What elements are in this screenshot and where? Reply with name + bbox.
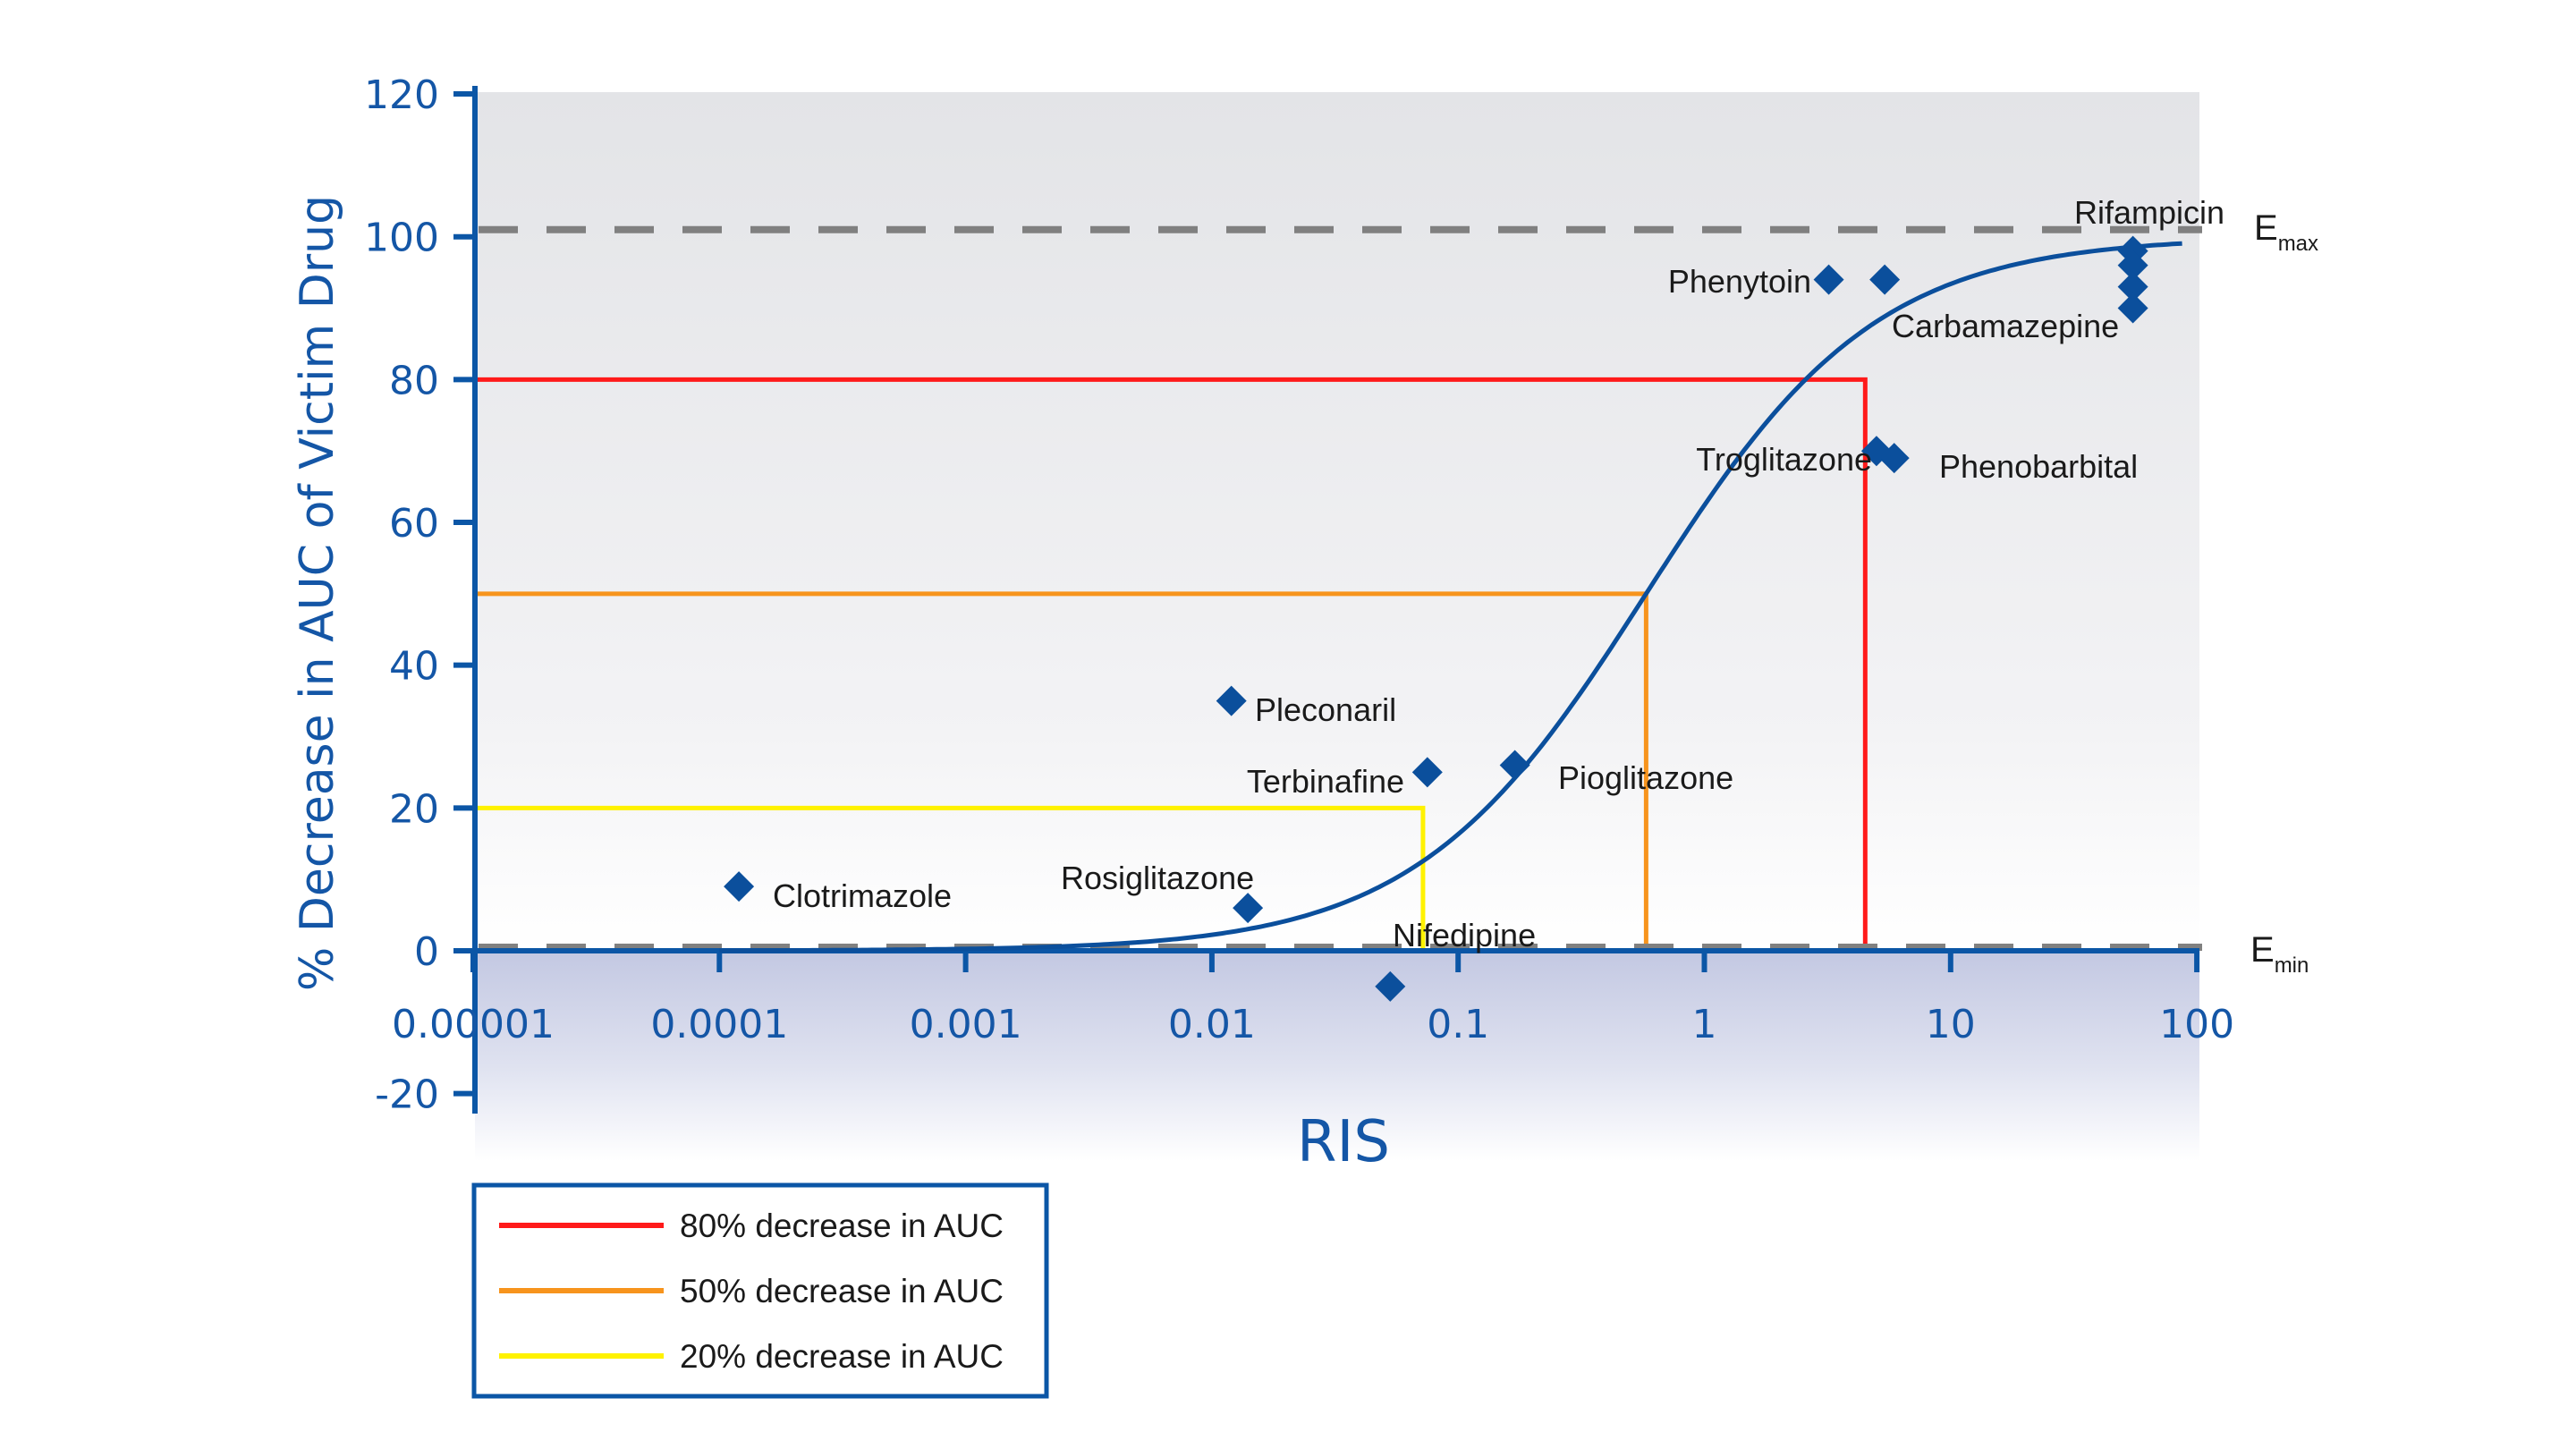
diamond-marker-pioglitazone <box>1499 750 1530 781</box>
y-tick-label: 40 <box>389 644 439 690</box>
drug-label-pioglitazone: Pioglitazone <box>1558 759 1733 796</box>
drug-label-carbamazepine: Carbamazepine <box>1892 308 2119 344</box>
y-tick-label: 0 <box>414 929 439 975</box>
ref-line-20 <box>475 805 1426 951</box>
x-tick-label: 0.001 <box>910 1002 1022 1047</box>
emin-label: Emin <box>2250 930 2309 978</box>
legend-label: 80% decrease in AUC <box>680 1208 1004 1244</box>
emax-main: E <box>2254 208 2278 248</box>
diamond-marker-nifedipine <box>1375 970 1406 1002</box>
x-tick-label: 100 <box>2159 1002 2234 1047</box>
drug-label-clotrimazole: Clotrimazole <box>773 877 952 914</box>
emax-label: Emax <box>2254 208 2318 256</box>
emax-curve <box>719 241 2182 953</box>
legend: 80% decrease in AUC 50% decrease in AUC 20… <box>471 1182 1049 1399</box>
diamond-marker-pleconaril <box>1216 685 1247 716</box>
x-axis-title: RIS <box>1297 1109 1390 1175</box>
drug-label-rosiglitazone: Rosiglitazone <box>1061 860 1254 896</box>
y-tick-label: 100 <box>364 216 439 261</box>
emax-fit-curve <box>719 241 2182 953</box>
diamond-marker-rifampicin <box>2117 271 2148 302</box>
diamond-marker-phenobarbital <box>1878 443 1910 474</box>
drug-markers <box>724 235 2148 1002</box>
diamond-marker-carbamazepine <box>1869 264 1901 295</box>
legend-label: 20% decrease in AUC <box>680 1338 1004 1375</box>
plot-background-upper <box>475 92 2199 951</box>
x-tick-label: 10 <box>1926 1002 1976 1047</box>
y-tick-label: 80 <box>389 358 439 403</box>
diamond-marker-terbinafine <box>1411 757 1443 788</box>
y-axis-title: % Decrease in AUC of Victim Drug <box>291 195 344 991</box>
y-tick-label: -20 <box>375 1072 439 1118</box>
diamond-marker-rosiglitazone <box>1233 893 1264 924</box>
y-tick-label: 20 <box>389 786 439 832</box>
drug-label-rifampicin: Rifampicin <box>2074 194 2224 231</box>
emin-sub: min <box>2275 953 2309 978</box>
legend-label: 50% decrease in AUC <box>680 1273 1004 1309</box>
diamond-marker-clotrimazole <box>724 871 755 902</box>
emax-emin-lines <box>479 225 2202 952</box>
x-tick-label: 0.01 <box>1168 1002 1256 1047</box>
x-tick-label: 1 <box>1692 1002 1717 1047</box>
y-tick-label: 60 <box>389 501 439 547</box>
x-tick-label: 0.00001 <box>392 1002 555 1047</box>
emin-main: E <box>2250 930 2275 970</box>
emax-sub: max <box>2278 232 2318 256</box>
drug-label-phenobarbital: Phenobarbital <box>1939 448 2138 485</box>
plot-background-lower <box>475 951 2199 1161</box>
diamond-marker-rifampicin <box>2117 250 2148 281</box>
x-tick-label: 0.1 <box>1427 1002 1489 1047</box>
drug-label-nifedipine: Nifedipine <box>1393 917 1536 953</box>
y-tick-label: 120 <box>364 72 439 118</box>
drug-label-troglitazone: Troglitazone <box>1696 441 1872 478</box>
drug-label-pleconaril: Pleconaril <box>1255 691 1396 728</box>
x-tick-label: 0.0001 <box>650 1002 788 1047</box>
diamond-marker-rifampicin <box>2117 292 2148 324</box>
drug-label-terbinafine: Terbinafine <box>1247 763 1404 800</box>
ref-line-80 <box>475 377 1868 951</box>
drug-labels: Rifampicin Phenytoin Carbamazepine Troglita… <box>773 194 2224 953</box>
drug-label-phenytoin: Phenytoin <box>1668 263 1811 300</box>
diamond-marker-phenytoin <box>1813 264 1844 295</box>
